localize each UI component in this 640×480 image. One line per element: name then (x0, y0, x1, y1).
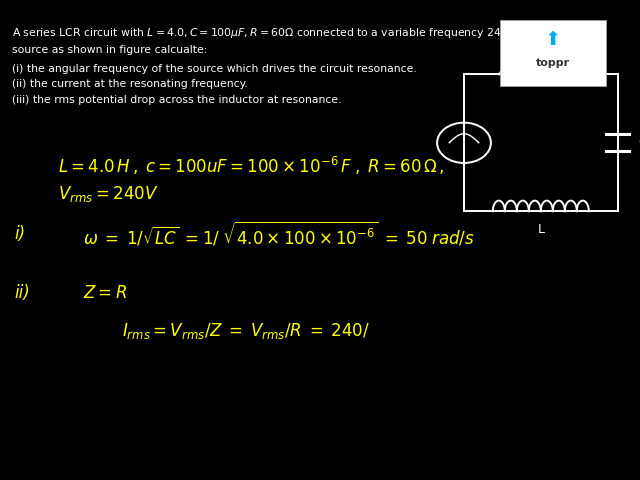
Text: (ii) the current at the resonating frequency.: (ii) the current at the resonating frequ… (12, 79, 248, 89)
Text: L: L (538, 223, 544, 236)
Text: R: R (536, 45, 545, 58)
Text: ⬆: ⬆ (545, 30, 561, 49)
Text: (i) the angular frequency of the source which drives the circuit resonance.: (i) the angular frequency of the source … (12, 64, 416, 74)
Text: $V_{rms} = 240V$: $V_{rms} = 240V$ (58, 184, 158, 204)
Text: source as shown in figure calcualte:: source as shown in figure calcualte: (12, 45, 207, 55)
Text: $I_{rms} = V_{rms}/Z\;=\;V_{rms}/R\;=\;240/$: $I_{rms} = V_{rms}/Z\;=\;V_{rms}/R\;=\;2… (122, 321, 370, 341)
FancyBboxPatch shape (500, 20, 606, 86)
Text: toppr: toppr (536, 58, 570, 68)
Text: (iii) the rms potential drop across the inductor at resonance.: (iii) the rms potential drop across the … (12, 95, 341, 105)
Text: i): i) (14, 225, 25, 243)
Text: ii): ii) (14, 284, 30, 302)
Text: $L = 4.0\,H\,,\;c = 100uF = 100\times10^{-6}\,F\;,\;R= 60\,\Omega\,,$: $L = 4.0\,H\,,\;c = 100uF = 100\times10^… (58, 155, 444, 177)
Text: C: C (639, 136, 640, 149)
Text: $\omega\;=\;1/\sqrt{LC}\;=1/\;\sqrt{4.0\times100\times10^{-6}}\;=\;50\;rad/s$: $\omega\;=\;1/\sqrt{LC}\;=1/\;\sqrt{4.0\… (83, 220, 475, 248)
Text: $Z = R$: $Z = R$ (83, 284, 127, 302)
Text: A series LCR circuit with $L = 4.0, C = 100\mu F, R = 60\Omega$ connected to a v: A series LCR circuit with $L = 4.0, C = … (12, 26, 517, 40)
